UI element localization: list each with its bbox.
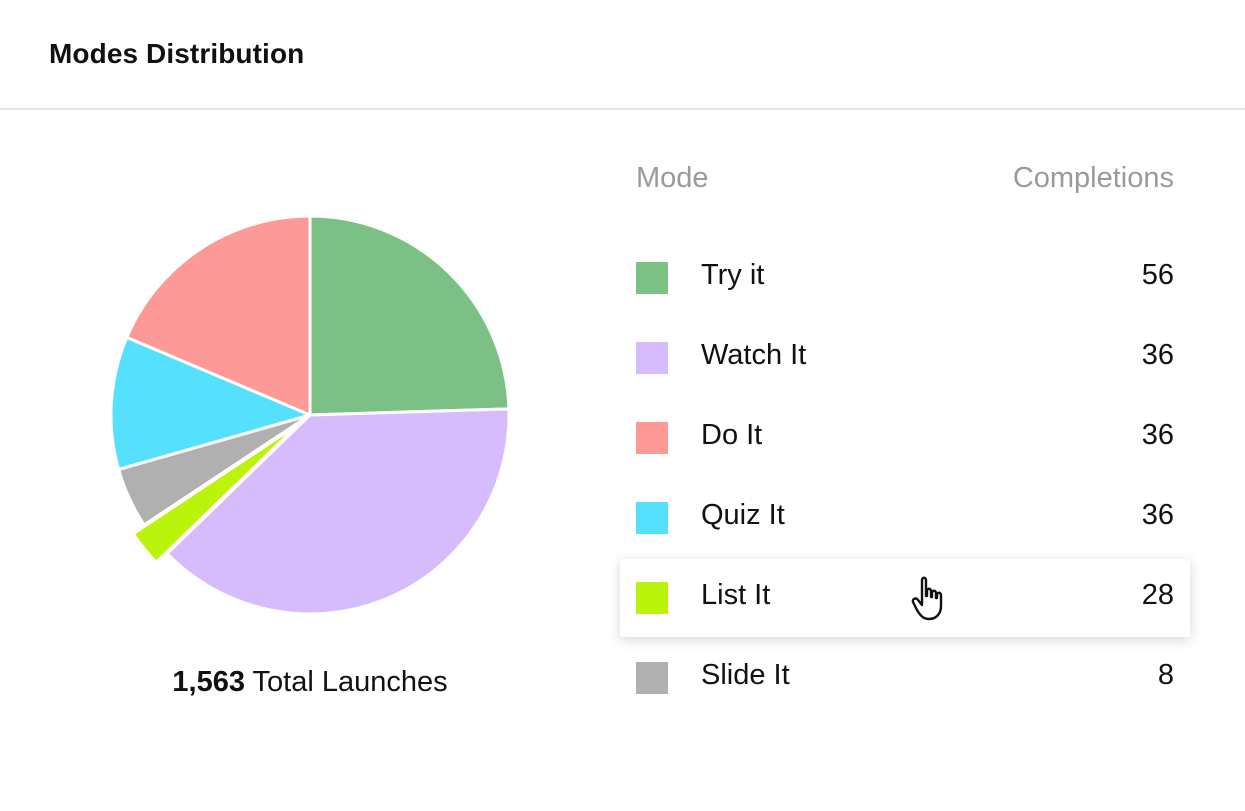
card-title: Modes Distribution — [49, 38, 305, 69]
total-launches: 1,563 Total Launches — [0, 666, 620, 699]
legend-swatch — [636, 582, 668, 614]
completions-value: 36 — [1141, 419, 1174, 451]
column-header-completions: Completions — [1012, 162, 1174, 194]
legend-swatch — [636, 662, 668, 694]
table-row[interactable]: Slide It 8 — [620, 639, 1190, 717]
pie-slice-quiz-it[interactable] — [109, 335, 312, 471]
completions-value: 56 — [1141, 259, 1174, 291]
pie-slice-watch-it[interactable] — [165, 407, 511, 616]
legend-swatch — [636, 422, 668, 454]
card-header: Modes Distribution — [0, 0, 1245, 110]
mode-label: Quiz It — [701, 499, 785, 531]
table-row[interactable]: Try it 56 — [620, 239, 1190, 317]
hand-pointer-icon — [911, 576, 943, 621]
completions-value: 36 — [1141, 499, 1174, 531]
total-launches-value: 1,563 — [172, 666, 245, 698]
mode-label: Slide It — [701, 659, 790, 691]
completions-value: 36 — [1141, 339, 1174, 371]
legend-swatch — [636, 502, 668, 534]
pie-slice-list-it[interactable] — [131, 422, 301, 564]
pie-slice-do-it[interactable] — [125, 214, 312, 417]
mode-label: Try it — [701, 259, 765, 291]
pie-slice-try-it[interactable] — [308, 214, 511, 417]
mode-label: Do It — [701, 419, 763, 451]
completions-value: 8 — [1157, 659, 1174, 691]
pie-chart-svg — [109, 214, 511, 616]
table-row[interactable]: Quiz It 36 — [620, 479, 1190, 557]
mode-label: List It — [701, 579, 771, 611]
table-row[interactable]: Watch It 36 — [620, 319, 1190, 397]
column-header-mode: Mode — [636, 162, 709, 194]
table-row-hovered[interactable]: List It 28 — [620, 559, 1190, 637]
legend-swatch — [636, 262, 668, 294]
pie-chart — [100, 205, 520, 625]
legend-swatch — [636, 342, 668, 374]
mode-label: Watch It — [701, 339, 807, 371]
total-launches-label: Total Launches — [252, 666, 448, 698]
completions-value: 28 — [1141, 579, 1174, 611]
table-row[interactable]: Do It 36 — [620, 399, 1190, 477]
